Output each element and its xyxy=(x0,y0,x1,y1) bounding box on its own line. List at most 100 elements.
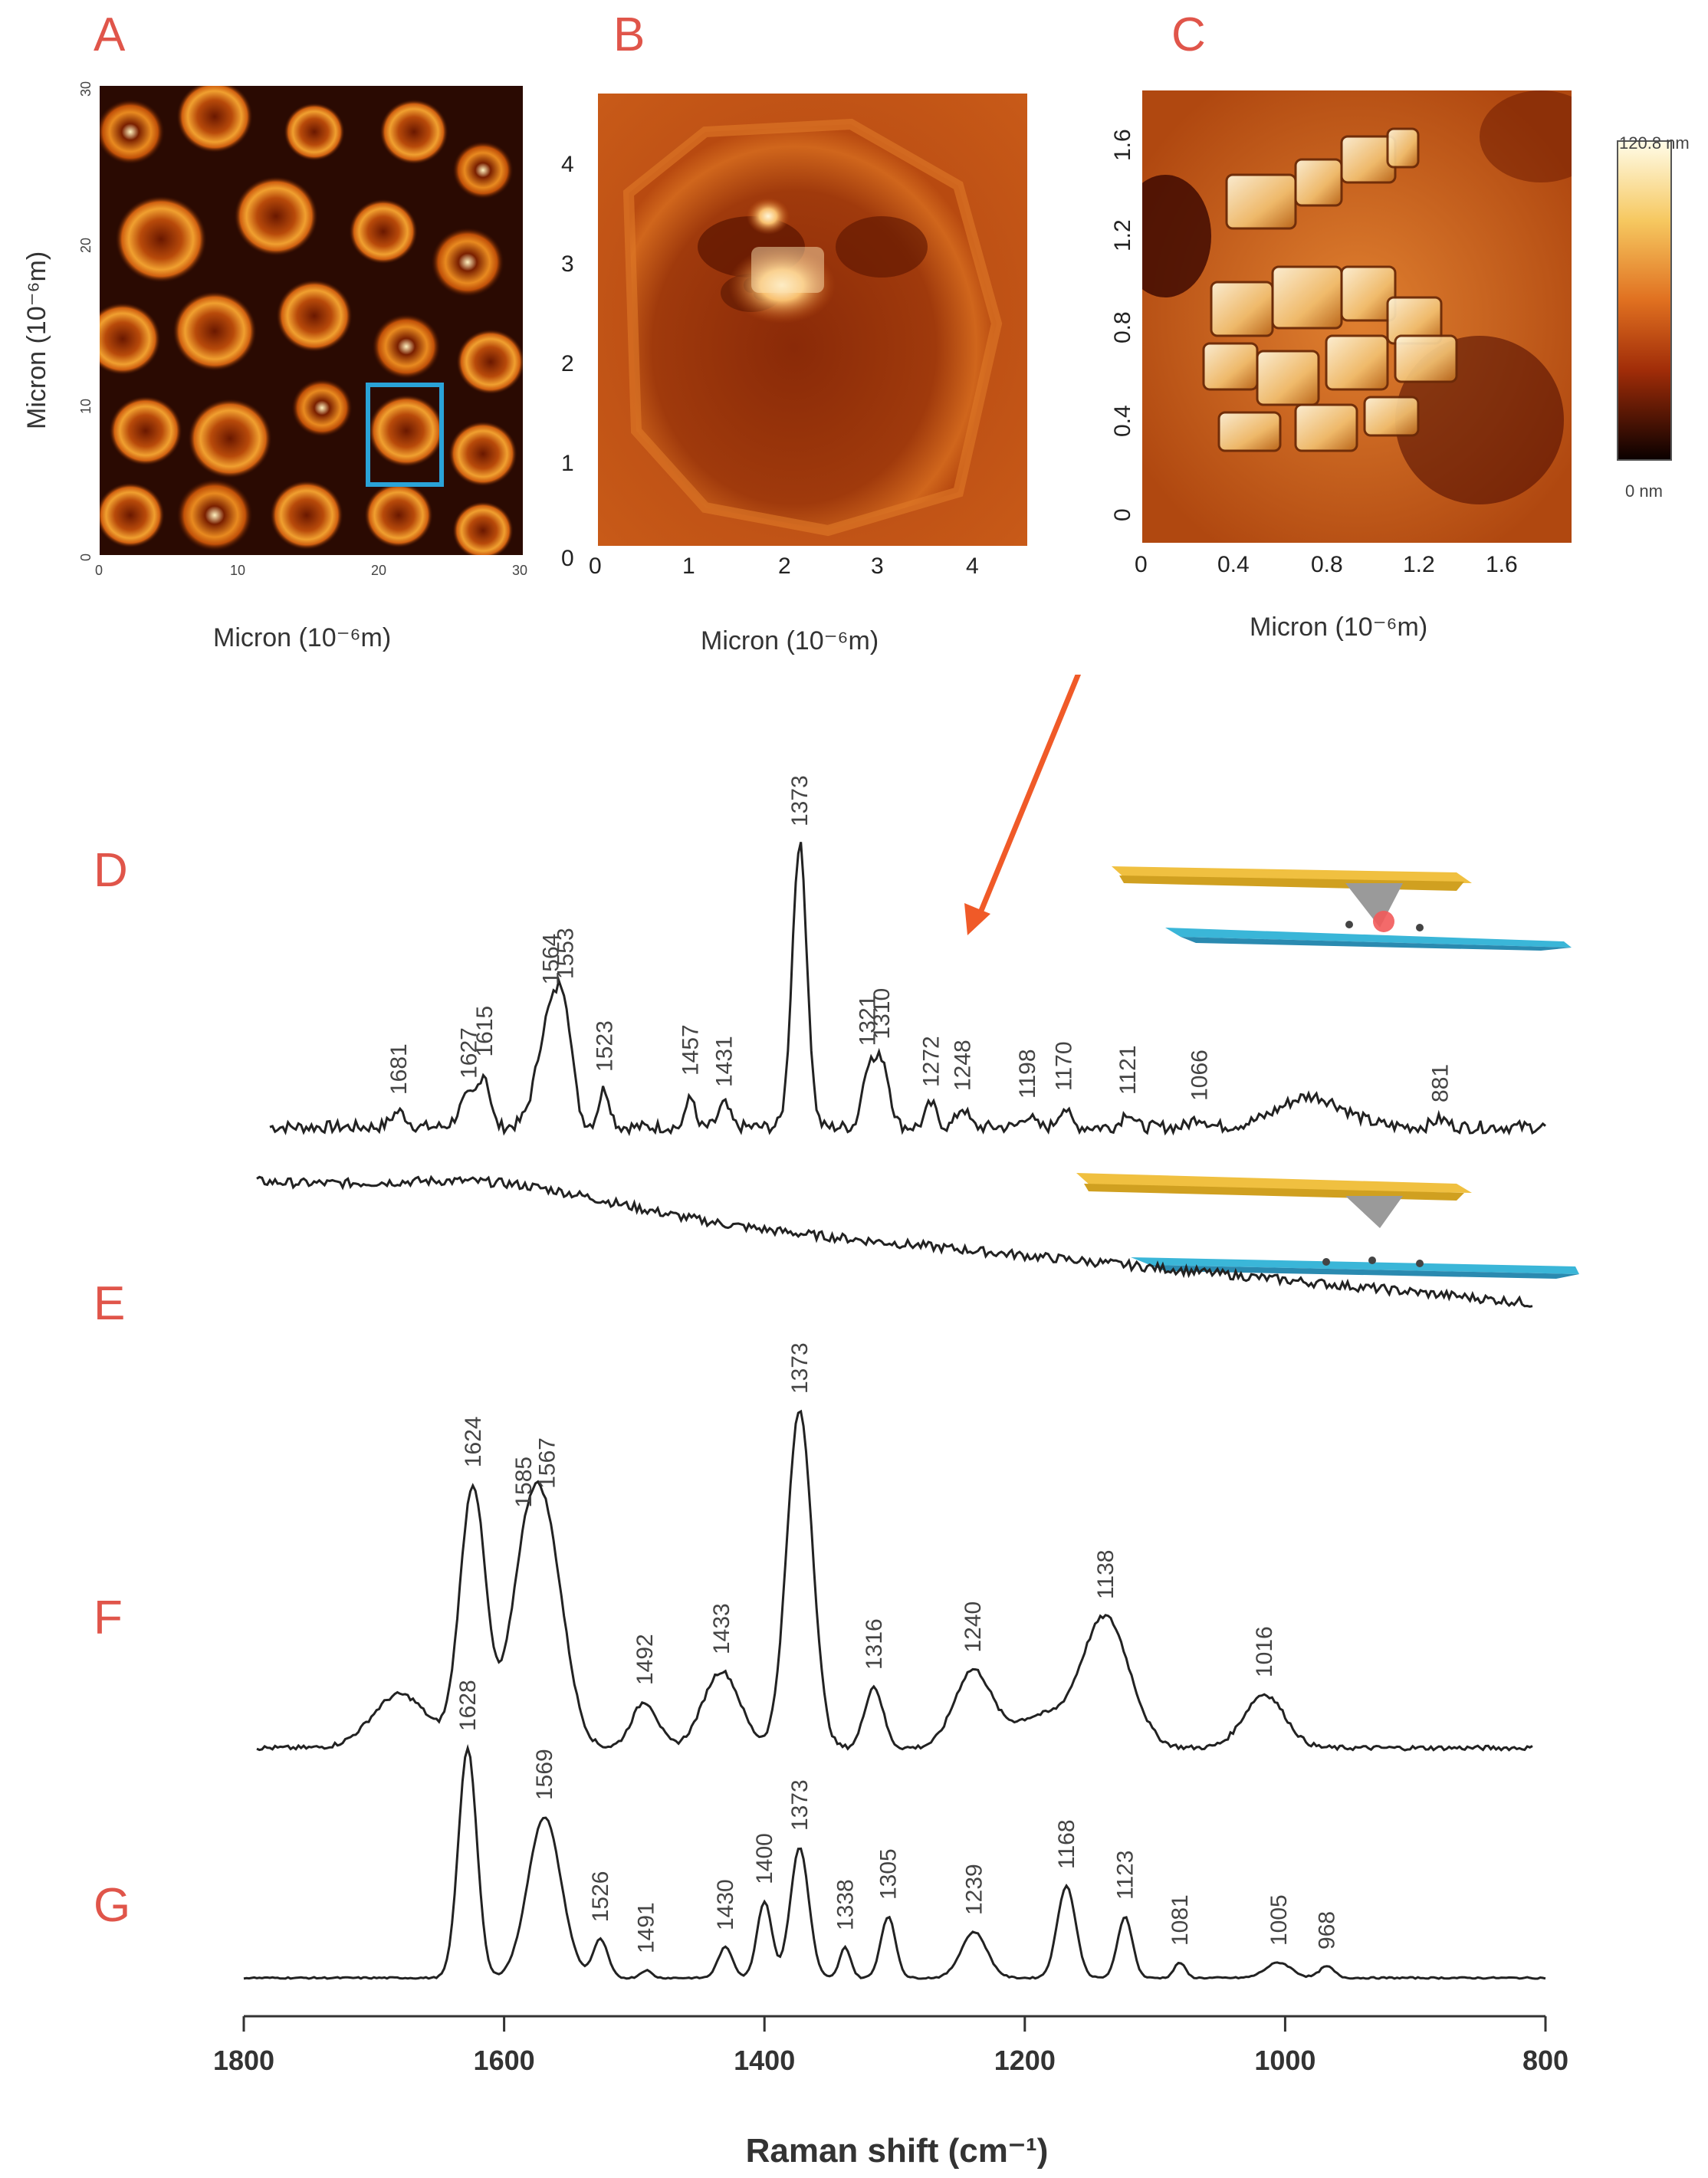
peak-label: 881 xyxy=(1427,1064,1453,1102)
a-xtick: 0 xyxy=(95,563,103,578)
afm-image-a xyxy=(100,86,523,555)
peak-label: 1567 xyxy=(535,1437,560,1489)
orange-arrow xyxy=(974,675,1082,921)
c-xtick: 0.8 xyxy=(1311,552,1343,577)
tip-retracted-illustration xyxy=(1076,1173,1579,1279)
arrow-head-icon xyxy=(964,903,990,935)
c-ytick: 0.8 xyxy=(1110,311,1135,343)
peak-label: 1373 xyxy=(787,1779,813,1831)
colorbar xyxy=(1617,140,1672,461)
panel-g-letter: G xyxy=(94,1879,131,1932)
panel-f-letter: F xyxy=(94,1592,123,1644)
colorbar-min-label: 0 nm xyxy=(1625,481,1663,501)
b-ytick: 2 xyxy=(561,351,574,376)
b-ytick: 0 xyxy=(561,546,574,571)
peak-label: 1430 xyxy=(713,1879,738,1930)
selection-box xyxy=(366,383,444,487)
peak-label: 1198 xyxy=(1015,1049,1040,1099)
peak-label: 1316 xyxy=(862,1618,887,1670)
a-ytick: 30 xyxy=(78,80,94,97)
panel-b-letter: B xyxy=(613,8,645,61)
peak-label: 1492 xyxy=(632,1634,658,1685)
x-tick-label: 1800 xyxy=(213,2045,274,2076)
peak-label: 1491 xyxy=(634,1902,659,1953)
peak-label: 1433 xyxy=(709,1603,734,1654)
b-xtick: 2 xyxy=(778,554,791,579)
peak-label: 1569 xyxy=(532,1749,557,1800)
peak-label: 1624 xyxy=(461,1416,486,1467)
peak-label: 1310 xyxy=(869,988,895,1040)
x-tick-label: 1000 xyxy=(1254,2045,1315,2076)
peak-label: 1321 xyxy=(855,995,880,1046)
tip-contact-illustration xyxy=(1112,866,1572,951)
spectrum-d-trace xyxy=(269,842,1546,1136)
peak-label: 1168 xyxy=(1054,1819,1079,1869)
peak-label: 1681 xyxy=(386,1043,412,1095)
b-x-axis-title: Micron (10⁻⁶m) xyxy=(701,626,879,655)
a-ytick: 0 xyxy=(78,553,94,561)
peak-label: 1431 xyxy=(712,1036,737,1087)
b-xtick: 4 xyxy=(966,554,979,579)
a-y-axis-title: Micron (10⁻⁶m) xyxy=(22,251,51,429)
c-xtick: 1.6 xyxy=(1486,552,1518,577)
a-ytick: 20 xyxy=(78,237,94,253)
a-xtick: 30 xyxy=(512,563,528,578)
peak-label: 1615 xyxy=(472,1006,498,1057)
b-ytick: 4 xyxy=(561,152,574,177)
c-ytick: 0.4 xyxy=(1110,405,1135,437)
c-x-axis-title: Micron (10⁻⁶m) xyxy=(1250,613,1428,642)
c-xtick: 0 xyxy=(1135,552,1148,577)
a-ytick: 10 xyxy=(78,398,94,414)
b-xtick: 1 xyxy=(682,554,695,579)
peak-label: 1121 xyxy=(1115,1045,1141,1095)
peak-label: 1005 xyxy=(1266,1894,1292,1946)
peak-label: 1373 xyxy=(787,775,813,826)
panel-d-letter: D xyxy=(94,844,128,897)
peak-label: 1016 xyxy=(1252,1626,1277,1677)
peak-label: 1564 xyxy=(539,934,564,985)
peak-label: 1239 xyxy=(962,1864,987,1915)
x-tick-label: 1400 xyxy=(734,2045,795,2076)
peak-label: 1138 xyxy=(1093,1550,1118,1600)
panel-e-letter: E xyxy=(94,1277,126,1330)
spectrum-g-trace xyxy=(243,1743,1546,1980)
peak-label: 1585 xyxy=(511,1457,537,1508)
x-tick-label: 800 xyxy=(1522,2045,1568,2076)
spectrum-e-trace xyxy=(256,1174,1533,1308)
peak-label: 1628 xyxy=(455,1680,481,1731)
peak-label: 1272 xyxy=(919,1036,944,1087)
peak-label: 1627 xyxy=(457,1027,482,1079)
peak-label: 1123 xyxy=(1113,1850,1138,1900)
c-xtick: 0.4 xyxy=(1217,552,1250,577)
peak-label: 1523 xyxy=(592,1020,617,1072)
c-ytick: 0 xyxy=(1110,508,1135,521)
peak-label: 1457 xyxy=(678,1024,703,1076)
a-xtick: 20 xyxy=(371,563,387,578)
peak-label: 1248 xyxy=(950,1040,975,1091)
panel-c-letter: C xyxy=(1171,8,1206,61)
b-ytick: 3 xyxy=(561,251,574,277)
afm-image-c xyxy=(1142,90,1572,543)
b-ytick: 1 xyxy=(561,451,574,476)
a-x-axis-title: Micron (10⁻⁶m) xyxy=(213,623,392,652)
peak-label: 1553 xyxy=(553,928,578,979)
panel-a-letter: A xyxy=(94,8,126,61)
peak-label: 1170 xyxy=(1052,1041,1077,1091)
peak-label: 1373 xyxy=(787,1342,813,1394)
peak-label: 1081 xyxy=(1168,1894,1193,1946)
afm-image-b xyxy=(598,94,1027,546)
a-xtick: 10 xyxy=(230,563,246,578)
peak-label: 1240 xyxy=(961,1601,986,1653)
x-axis-title: Raman shift (cm⁻¹) xyxy=(746,2132,1049,2170)
peak-label: 968 xyxy=(1315,1911,1340,1950)
colorbar-max-label: 120.8 nm xyxy=(1619,133,1690,153)
c-ytick: 1.6 xyxy=(1110,129,1135,161)
b-xtick: 3 xyxy=(871,554,884,579)
peak-label: 1526 xyxy=(588,1871,613,1923)
x-tick-label: 1600 xyxy=(474,2045,535,2076)
x-tick-label: 1200 xyxy=(994,2045,1056,2076)
spectrum-f-trace xyxy=(256,1409,1533,1752)
peak-label: 1305 xyxy=(876,1848,902,1900)
peak-label: 1066 xyxy=(1187,1050,1212,1101)
